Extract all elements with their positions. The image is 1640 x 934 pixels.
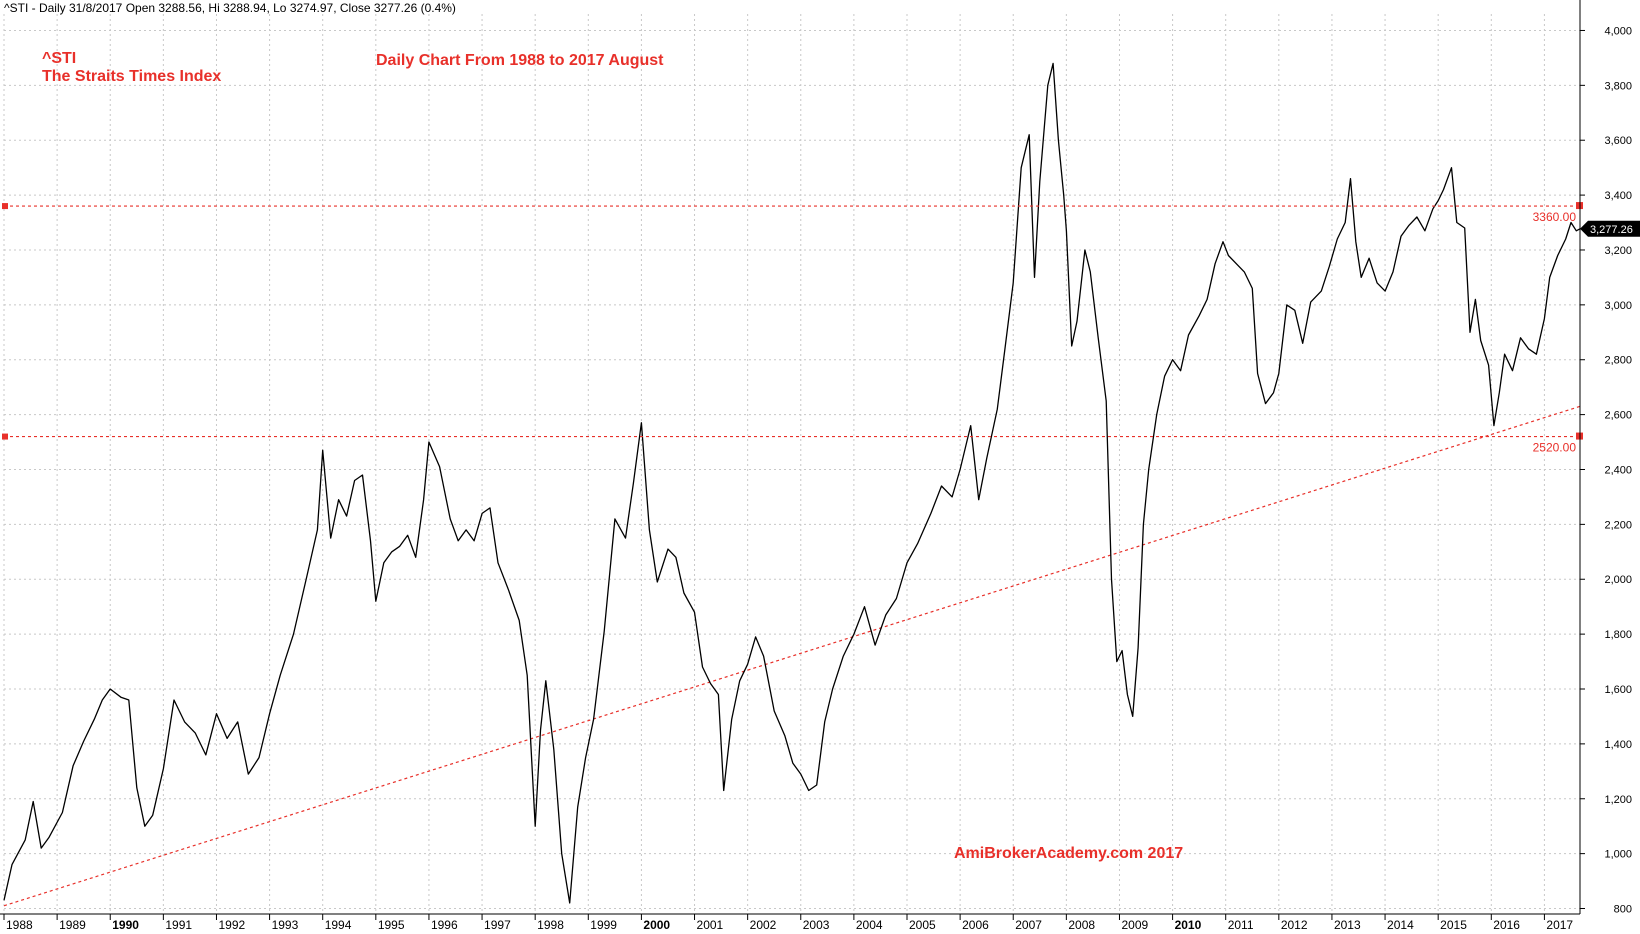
- x-tick-label: 1998: [537, 918, 564, 932]
- price-series-line: [3, 62, 1581, 904]
- y-tick-label: 3,000: [1604, 300, 1632, 312]
- y-tick-label: 2,000: [1604, 574, 1632, 586]
- x-tick-label: 2017: [1546, 918, 1573, 932]
- support-trendline: [3, 405, 1581, 907]
- x-tick-label: 2012: [1281, 918, 1308, 932]
- index-name-label: The Straits Times Index: [42, 68, 222, 85]
- last-value-marker: 3,277.26: [1580, 220, 1640, 237]
- watermark-text: AmiBrokerAcademy.com 2017: [954, 845, 1184, 862]
- level-label: 2520.00: [1533, 441, 1577, 455]
- level-label: 3360.00: [1533, 210, 1577, 224]
- x-tick-label: 1990: [112, 918, 139, 932]
- y-tick-label: 3,800: [1604, 80, 1632, 92]
- x-tick-label: 2003: [803, 918, 830, 932]
- y-tick-label: 1,600: [1604, 684, 1632, 696]
- y-tick-label: 2,600: [1604, 410, 1632, 422]
- x-tick-label: 2009: [1121, 918, 1148, 932]
- last-value-label: 3,277.26: [1590, 224, 1633, 236]
- symbol-label: ^STI: [42, 50, 77, 67]
- y-tick-label: 1,400: [1604, 739, 1632, 751]
- x-tick-label: 1993: [272, 918, 299, 932]
- x-tick-label: 2011: [1228, 918, 1254, 932]
- y-tick-label: 2,200: [1604, 519, 1632, 531]
- y-tick-label: 3,600: [1604, 135, 1632, 147]
- x-tick-label: 1989: [59, 918, 86, 932]
- y-tick-label: 3,400: [1604, 190, 1632, 202]
- x-tick-label: 2005: [909, 918, 936, 932]
- chart-subtitle: Daily Chart From 1988 to 2017 August: [376, 52, 664, 69]
- last-value-tag: [1580, 220, 1640, 237]
- y-tick-label: 4,000: [1604, 25, 1632, 37]
- x-tick-label: 2000: [643, 918, 670, 932]
- x-tick-label: 1995: [378, 918, 405, 932]
- y-tick-label: 2,800: [1604, 355, 1632, 367]
- x-tick-label: 2002: [750, 918, 777, 932]
- level-marker-left: [2, 203, 8, 210]
- level-marker-left: [2, 433, 8, 440]
- x-tick-label: 2010: [1175, 918, 1202, 932]
- price-series-layer: [3, 62, 1581, 904]
- x-tick-label: 1992: [218, 918, 245, 932]
- trendline-layer: [3, 405, 1581, 907]
- x-tick-label: 2004: [856, 918, 883, 932]
- y-tick-label: 3,200: [1604, 245, 1632, 257]
- x-tick-label: 1988: [6, 918, 33, 932]
- y-tick-label: 1,000: [1604, 849, 1632, 861]
- x-tick-label: 2006: [962, 918, 989, 932]
- x-tick-label: 2016: [1493, 918, 1520, 932]
- chart-header-quote: ^STI - Daily 31/8/2017 Open 3288.56, Hi …: [4, 1, 456, 15]
- y-axis: 800 1,000 1,200 1,400 1,600 1,800 2,000 2,200 2,…: [1579, 0, 1632, 916]
- x-tick-label: 1997: [484, 918, 511, 932]
- x-tick-label: 2007: [1015, 918, 1042, 932]
- x-tick-label: 2008: [1068, 918, 1095, 932]
- y-tick-label: 2,400: [1604, 464, 1632, 476]
- x-tick-label: 1991: [165, 918, 192, 932]
- x-tick-label: 2001: [697, 918, 724, 932]
- x-tick-label: 2014: [1387, 918, 1414, 932]
- horizontal-levels-layer: 3360.00 2520.00: [2, 202, 1583, 455]
- x-tick-label: 2015: [1440, 918, 1467, 932]
- y-tick-label: 800: [1614, 904, 1632, 916]
- x-tick-label: 1999: [590, 918, 617, 932]
- x-axis: 1988 1989 1990 1991 1992 1993 1994 1995 1996 1997…: [0, 913, 1580, 932]
- x-tick-label: 2013: [1334, 918, 1361, 932]
- y-tick-label: 1,200: [1604, 794, 1632, 806]
- y-tick-label: 1,800: [1604, 629, 1632, 641]
- x-tick-label: 1994: [325, 918, 352, 932]
- grid-lines: [3, 14, 1580, 914]
- x-tick-label: 1996: [431, 918, 458, 932]
